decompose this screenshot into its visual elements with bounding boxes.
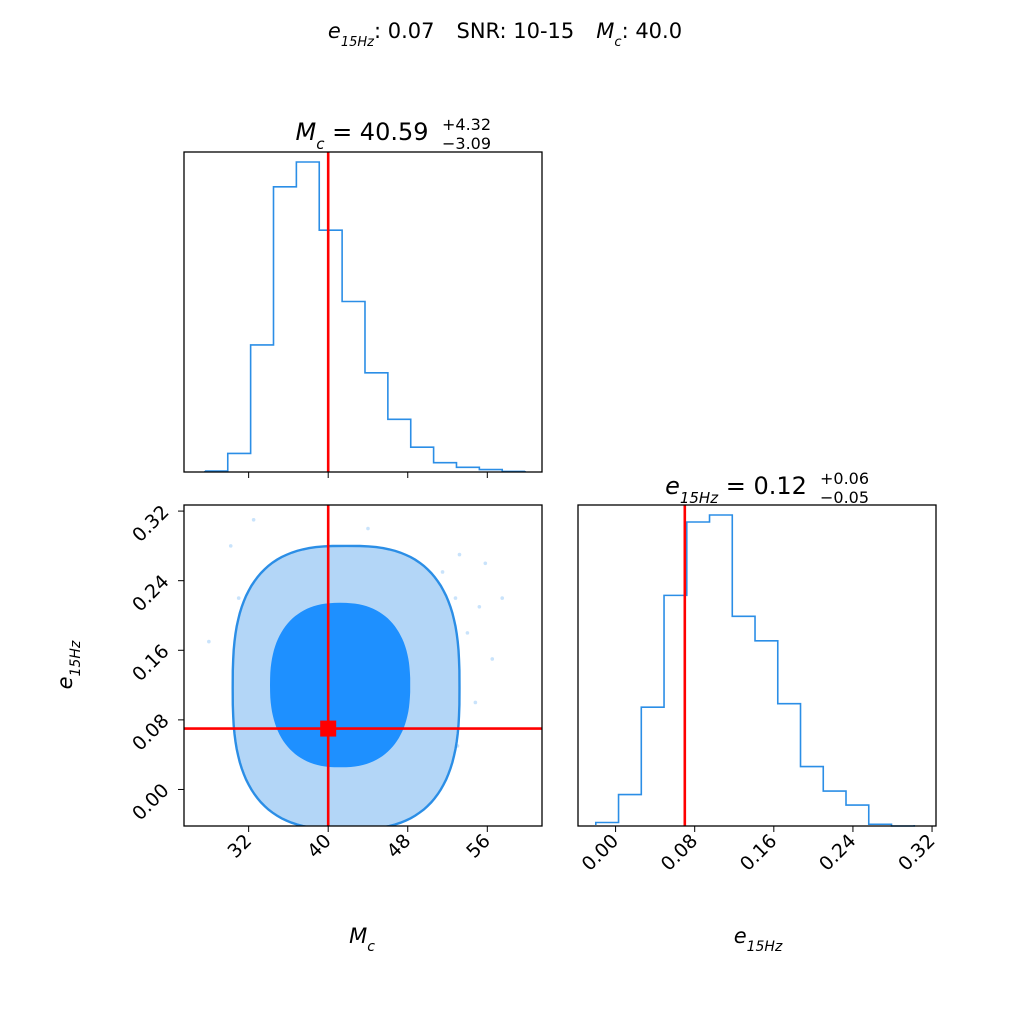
mc-histogram-frame [183, 151, 543, 473]
contour-sample-point [483, 561, 488, 566]
contour-sample-point [228, 544, 233, 548]
contour-sample-point [473, 700, 478, 705]
e15-histogram-xtick-label: 0.00 [578, 830, 623, 875]
contour-xlabel: Mc [349, 924, 375, 955]
e15-histogram-xlabel: e15Hz [734, 924, 783, 955]
contour-sample-point [366, 526, 370, 531]
contour-sample-point [477, 604, 482, 609]
contour-ytick-label: 0.16 [128, 640, 173, 685]
contour-ylabel: e15Hz [53, 640, 84, 689]
contour-xtick-label: 32 [224, 830, 257, 863]
e15-histogram-bin [664, 595, 687, 826]
contour-ytick-label: 0.24 [128, 571, 173, 616]
contour-inner-level [269, 602, 411, 768]
mc-histogram-bin [274, 187, 297, 472]
contour-sample-point [490, 657, 495, 661]
mc-histogram-bin [365, 373, 388, 472]
contour-sample-point [251, 517, 256, 522]
mc-e15-contour-panel: Mc e15Hz [53, 504, 543, 955]
mc-histogram-bin [388, 419, 411, 472]
mc-histogram-bin [342, 302, 365, 473]
mc-histogram-panel: Mc = 40.59 +4.32 −3.09 [183, 115, 543, 473]
e15-histogram-xtick-label: 0.16 [736, 830, 781, 875]
contour-ytick-label: 0.32 [128, 501, 173, 546]
contour-ytick-label: 0.08 [128, 710, 173, 755]
e15-histogram-xtick-label: 0.24 [815, 830, 860, 875]
mc-histogram-bin [228, 453, 251, 472]
e15-histogram-title-lower-error: −0.05 [820, 488, 869, 507]
contour-xtick-label: 40 [303, 830, 336, 863]
mc-histogram-bin [411, 447, 434, 472]
e15-histogram-bin [687, 522, 710, 826]
contour-truth-marker [320, 720, 337, 737]
e15-histogram-frame [577, 504, 937, 827]
mc-histogram-bin [296, 162, 319, 472]
mc-histogram-bin [251, 345, 274, 472]
e15-histogram-xtick-label: 0.32 [894, 830, 939, 875]
figure-suptitle: e15Hz: 0.07 SNR: 10-15 Mc: 40.0 [328, 19, 682, 50]
e15-histogram-bin [732, 616, 755, 826]
e15-histogram-bin [641, 707, 664, 826]
mc-histogram-bin [319, 230, 342, 472]
e15-histogram-title-upper-error: +0.06 [820, 469, 869, 488]
contour-sample-point [207, 639, 211, 644]
mc-histogram-bin [456, 467, 479, 472]
contour-frame [183, 504, 543, 827]
mc-histogram-bin [434, 463, 457, 472]
mc-histogram-title-upper-error: +4.32 [442, 115, 491, 134]
e15-histogram-bin [846, 805, 869, 826]
e15-histogram-xtick-label: 0.08 [657, 830, 702, 875]
e15-histogram-panel: e15Hz = 0.12 +0.06 −0.05 e15Hz [577, 469, 937, 955]
e15-histogram-bin [619, 795, 642, 826]
contour-sample-point [453, 596, 458, 600]
e15-histogram-steps [595, 514, 916, 827]
e15-histogram-bin [710, 515, 733, 826]
mc-histogram-title: Mc = 40.59 [295, 118, 428, 153]
contour-sample-point [236, 596, 241, 600]
e15-histogram-bin [823, 791, 846, 826]
contour-xtick-label: 48 [383, 830, 416, 863]
mc-histogram-steps [204, 161, 526, 473]
e15-histogram-title: e15Hz = 0.12 [665, 472, 807, 507]
contour-sample-point [457, 552, 462, 557]
contour-sample-point [440, 570, 445, 574]
contour-xtick-label: 56 [462, 830, 495, 863]
contour-ytick-label: 0.00 [128, 779, 173, 824]
contour-sample-point [465, 631, 470, 635]
e15-histogram-bin [755, 641, 778, 826]
e15-histogram-bin [778, 704, 801, 826]
e15-histogram-bin [801, 767, 824, 826]
contour-sample-point [500, 596, 505, 600]
mc-histogram-title-lower-error: −3.09 [442, 134, 491, 153]
